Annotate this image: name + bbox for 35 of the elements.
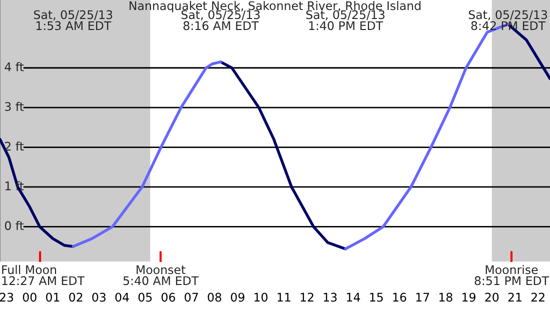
x-tick-label: 13 <box>324 292 337 302</box>
x-tick-label: 10 <box>254 292 268 302</box>
y-tick-label: 0 ft <box>4 220 24 230</box>
ref-line-label: Full Moon 12:27 AM EDT <box>2 265 85 285</box>
x-tick-label: 18 <box>439 292 452 302</box>
annotation: Sat, 05/25/13 1:40 PM EDT <box>306 10 384 30</box>
x-tick-label: 05 <box>138 292 152 302</box>
x-tick-label: 03 <box>92 292 106 302</box>
y-tick-label: 2 ft <box>5 142 24 151</box>
annotation: Sat, 05/25/13 8:16 AM EDT <box>182 10 260 30</box>
annotation: Sat, 05/25/13 8:42 PM EDT <box>468 10 548 30</box>
x-tick-label: 17 <box>416 292 430 302</box>
x-tick-label: 15 <box>370 292 383 302</box>
x-tick-label: 09 <box>230 292 244 302</box>
y-tick-label: 3 ft <box>5 102 24 112</box>
x-tick-label: 21 <box>508 292 522 302</box>
x-tick-label: 02 <box>69 292 82 302</box>
x-tick-label: 07 <box>184 292 198 302</box>
ref-line-label: Moonrise 8:51 PM EDT <box>474 265 550 286</box>
x-tick-label: 06 <box>162 292 176 302</box>
annotation: Sat, 05/25/13 1:53 AM EDT <box>34 10 112 30</box>
x-tick-label: 12 <box>300 292 314 302</box>
x-tick-label: 08 <box>208 292 222 302</box>
x-tick-label: 00 <box>22 292 36 302</box>
x-tick-label: 22 <box>531 292 544 302</box>
x-tick-label: 16 <box>393 292 406 302</box>
x-tick-label: 19 <box>462 292 476 302</box>
x-tick-label: 04 <box>115 292 129 302</box>
x-tick-label: 23 <box>0 292 14 302</box>
x-tick-label: 20 <box>485 292 499 302</box>
x-tick-label: 11 <box>278 292 290 302</box>
x-tick-label: 01 <box>46 292 60 302</box>
x-tick-label: 14 <box>346 292 360 302</box>
ref-line-label: Moonset 5:40 AM EDT <box>124 265 199 286</box>
y-tick-label: 4 ft <box>4 62 24 72</box>
